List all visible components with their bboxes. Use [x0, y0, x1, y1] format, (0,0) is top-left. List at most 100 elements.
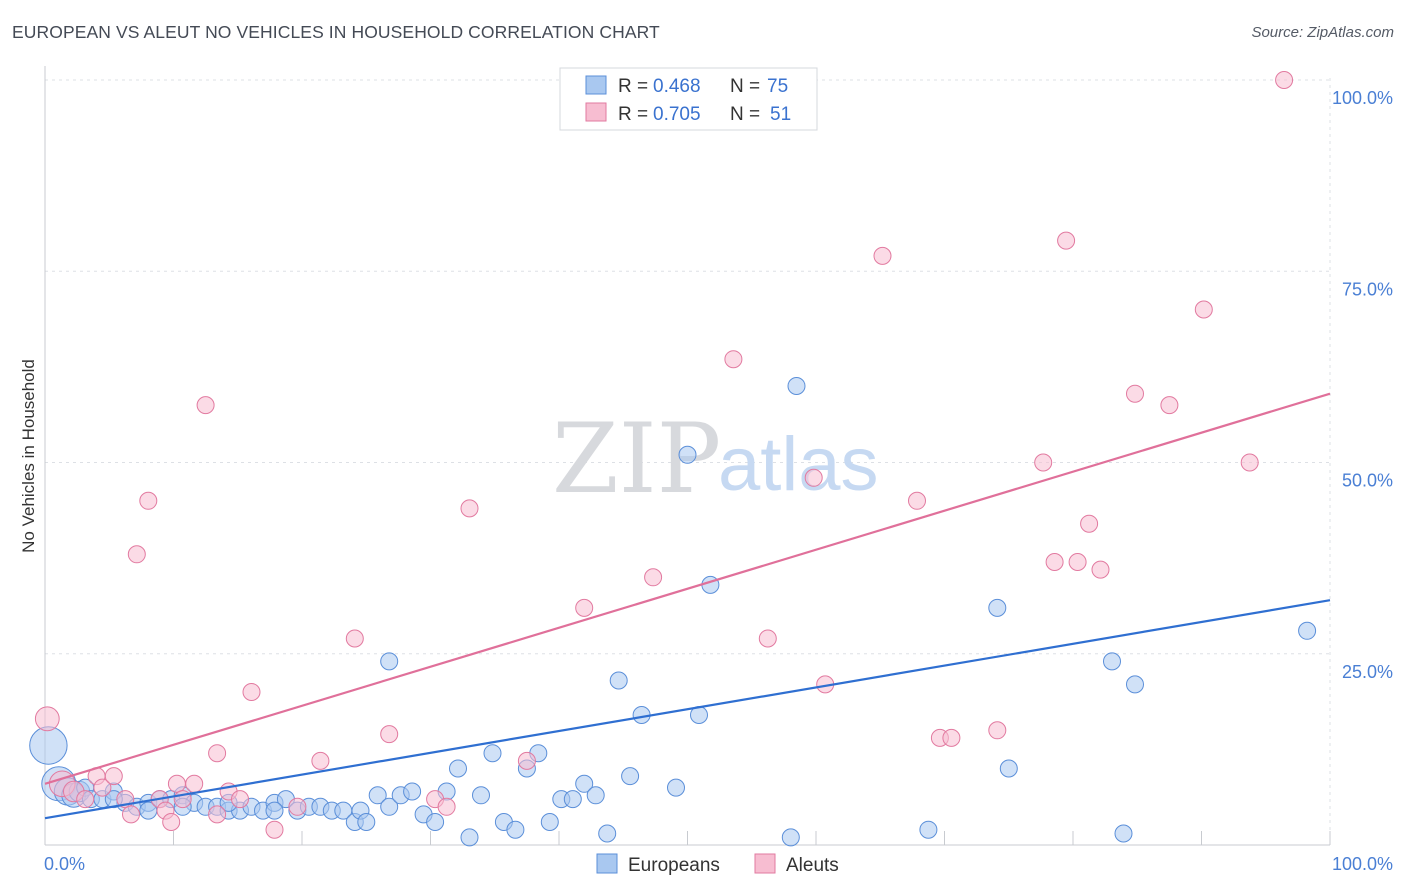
y-tick-label-50: 50.0% [1342, 471, 1393, 491]
data-points [29, 71, 1317, 847]
aleut-point-50 [1240, 453, 1259, 472]
legend-n-label-aleuts: N = [730, 104, 760, 125]
y-tick-label-25: 25.0% [1342, 662, 1393, 682]
bottom-legend: Europeans Aleuts [596, 853, 839, 876]
european-point-33 [380, 797, 399, 816]
aleut-point-42 [1045, 553, 1064, 571]
european-point-41 [472, 786, 490, 805]
aleut-point-22 [265, 820, 284, 839]
watermark-atlas: atlas [718, 422, 879, 507]
x-tick-label-min: 0.0% [44, 854, 85, 874]
aleut-point-52 [437, 797, 456, 816]
legend-r-value-europeans: 0.468 [653, 76, 701, 97]
aleut-point-48 [1160, 396, 1179, 415]
legend-r-label-europeans: R = [618, 76, 648, 97]
european-trend-line [44, 599, 1331, 820]
european-point-31 [357, 813, 376, 831]
aleut-point-5 [93, 778, 112, 797]
european-point-57 [678, 445, 697, 464]
bottom-legend-swatch-europeans [596, 853, 618, 874]
aleut-point-10 [139, 491, 158, 510]
watermark: ZIP atlas [552, 403, 879, 515]
aleut-point-16 [185, 774, 204, 793]
aleut-point-41 [1034, 453, 1053, 472]
aleut-point-23 [288, 797, 307, 816]
aleut-point-24 [311, 751, 330, 770]
aleut-point-17 [196, 396, 215, 415]
aleut-point-6 [104, 767, 123, 786]
aleut-point-29 [517, 751, 536, 770]
european-point-64 [1103, 652, 1121, 671]
legend-r-label-aleuts: R = [618, 104, 648, 125]
european-point-37 [426, 813, 445, 831]
aleut-trend-line [44, 392, 1331, 785]
european-point-44 [506, 820, 525, 839]
legend-r-value-aleuts: 0.705 [653, 104, 701, 125]
aleut-point-53 [208, 805, 227, 824]
y-tick-label-75: 75.0% [1342, 279, 1393, 299]
aleut-point-0 [34, 706, 60, 732]
aleut-point-21 [242, 683, 261, 701]
european-point-65 [1114, 824, 1133, 843]
european-point-62 [988, 598, 1007, 617]
aleut-point-39 [942, 728, 961, 747]
european-point-42 [483, 744, 502, 763]
european-point-60 [787, 377, 806, 395]
aleut-point-45 [1080, 514, 1099, 533]
legend-n-value-europeans: 75 [767, 76, 788, 97]
european-point-63 [999, 759, 1018, 778]
european-point-66 [1126, 675, 1144, 694]
aleut-point-3 [76, 790, 95, 809]
aleut-point-33 [758, 629, 777, 648]
aleut-point-40 [988, 721, 1007, 740]
european-point-67 [1298, 621, 1317, 640]
y-axis-title: No Vehicles in Household [19, 359, 38, 553]
aleut-point-14 [167, 774, 186, 793]
aleut-point-31 [644, 568, 663, 587]
bottom-legend-swatch-aleuts [754, 853, 776, 874]
gridlines [45, 78, 1331, 845]
aleut-point-8 [122, 805, 140, 824]
aleut-point-25 [345, 629, 364, 648]
aleut-point-47 [1126, 384, 1144, 403]
european-point-56 [667, 778, 685, 797]
legend-box: R = 0.468 N = 75 R = 0.705 N = 51 [559, 67, 818, 131]
aleut-point-44 [1068, 553, 1087, 571]
aleut-point-51 [1275, 71, 1294, 89]
european-point-54 [621, 767, 640, 786]
aleut-point-18 [208, 744, 227, 763]
european-point-68 [380, 652, 399, 671]
aleut-point-46 [1091, 560, 1110, 579]
european-point-52 [598, 824, 617, 843]
chart-source: Source: ZipAtlas.com [1251, 24, 1394, 41]
european-point-0 [29, 726, 68, 765]
aleut-point-20 [231, 790, 249, 809]
european-point-70 [265, 801, 284, 820]
european-point-47 [540, 813, 559, 831]
european-point-49 [563, 790, 582, 809]
aleut-point-36 [873, 246, 892, 265]
x-tick-label-max: 100.0% [1332, 854, 1393, 874]
european-point-40 [460, 828, 479, 847]
legend-swatch-europeans [585, 75, 607, 95]
european-point-50 [575, 774, 594, 793]
watermark-zip: ZIP [552, 403, 721, 515]
aleut-point-34 [804, 468, 823, 487]
aleut-point-13 [162, 813, 181, 831]
aleut-point-43 [1057, 231, 1076, 250]
aleut-point-30 [575, 598, 594, 617]
legend-swatch-aleuts [585, 102, 607, 122]
trend-lines [44, 392, 1331, 820]
y-tick-label-100: 100.0% [1332, 88, 1393, 108]
european-point-53 [609, 671, 628, 690]
legend-n-label-europeans: N = [730, 76, 760, 97]
european-point-35 [403, 782, 422, 801]
aleut-point-9 [127, 545, 146, 564]
chart-title: EUROPEAN VS ALEUT NO VEHICLES IN HOUSEHO… [12, 22, 660, 42]
bottom-legend-aleuts: Aleuts [786, 855, 839, 876]
european-point-61 [919, 820, 938, 839]
aleut-point-49 [1194, 300, 1213, 319]
legend-n-value-aleuts: 51 [770, 104, 791, 125]
european-point-59 [781, 828, 800, 847]
aleut-point-28 [460, 499, 479, 518]
